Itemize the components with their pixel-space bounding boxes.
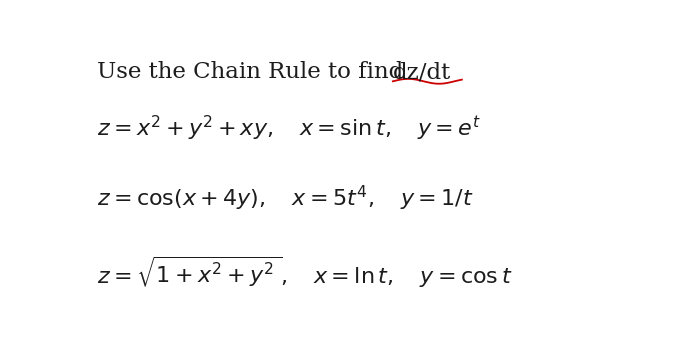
Text: $z = \cos(x + 4y), \quad x = 5t^4, \quad y = 1/t$: $z = \cos(x + 4y), \quad x = 5t^4, \quad…: [97, 184, 473, 213]
Text: $z = \sqrt{1 + x^2 + y^2\,}, \quad x = \ln t, \quad y = \cos t$: $z = \sqrt{1 + x^2 + y^2\,}, \quad x = \…: [97, 254, 512, 290]
Text: Use the Chain Rule to find: Use the Chain Rule to find: [97, 61, 410, 83]
Text: $z = x^2 + y^2 + xy, \quad x = \sin t, \quad y = e^t$: $z = x^2 + y^2 + xy, \quad x = \sin t, \…: [97, 114, 481, 143]
Text: dz/dt: dz/dt: [393, 61, 451, 83]
